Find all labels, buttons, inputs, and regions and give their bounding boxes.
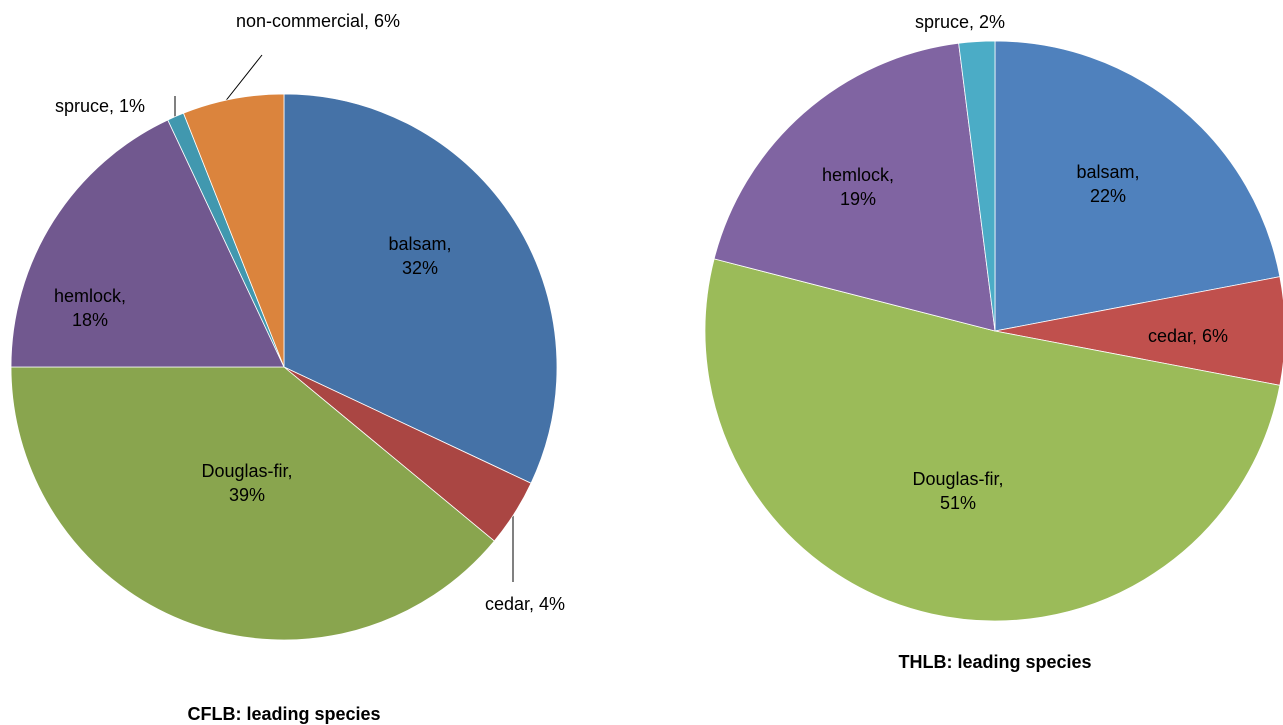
pie-slice	[10, 366, 495, 641]
chart-title: THLB: leading species	[898, 652, 1091, 672]
pie-slice	[182, 93, 285, 368]
chart-title: CFLB: leading species	[187, 704, 380, 724]
data-label: balsam, 32%	[388, 234, 451, 278]
data-label: spruce, 2%	[915, 12, 1005, 32]
data-label: Douglas-fir, 51%	[912, 469, 1003, 513]
data-label: hemlock, 18%	[54, 286, 126, 330]
data-label: balsam, 22%	[1076, 162, 1139, 206]
data-label: cedar, 6%	[1148, 326, 1228, 346]
pie-slice	[994, 40, 1281, 332]
pie-slice	[283, 93, 558, 484]
pie-slice	[10, 119, 285, 368]
pie-slice	[713, 42, 996, 332]
pie-slice	[704, 258, 1281, 622]
data-label: cedar, 4%	[485, 594, 565, 614]
data-label: spruce, 1%	[55, 96, 145, 116]
data-label: hemlock, 19%	[822, 165, 894, 209]
data-label: non-commercial, 6%	[236, 11, 400, 31]
pie-slice	[958, 40, 996, 332]
data-label: Douglas-fir, 39%	[201, 461, 292, 505]
leader-line	[223, 54, 263, 104]
